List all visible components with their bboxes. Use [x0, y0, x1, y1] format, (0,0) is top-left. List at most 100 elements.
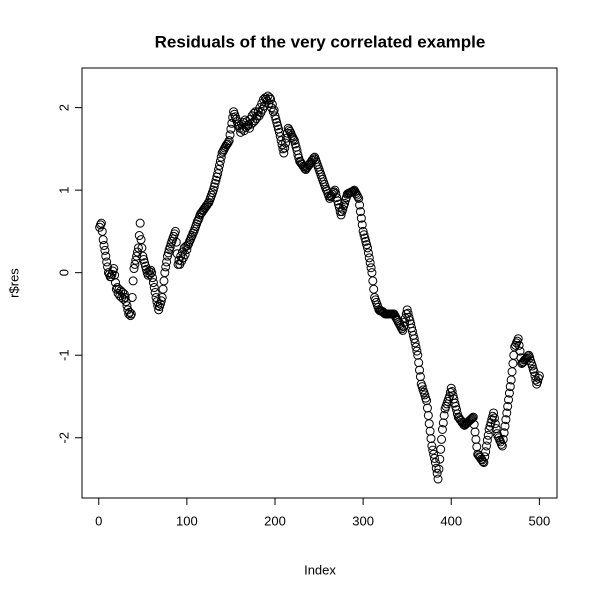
point	[353, 192, 363, 202]
point	[515, 346, 525, 356]
point	[210, 179, 220, 189]
point	[505, 382, 515, 392]
point	[483, 430, 493, 440]
point	[96, 220, 106, 230]
point	[503, 401, 513, 411]
point	[159, 276, 169, 286]
y-tick-label: -2	[56, 432, 71, 444]
point	[279, 148, 289, 158]
point	[133, 243, 143, 253]
point	[186, 232, 196, 242]
point	[354, 193, 364, 203]
point	[357, 220, 367, 230]
point	[150, 287, 160, 297]
point	[363, 248, 373, 258]
point	[329, 187, 339, 197]
point	[154, 305, 164, 315]
point	[215, 156, 225, 166]
point	[355, 200, 365, 210]
point	[130, 259, 140, 269]
point	[433, 474, 443, 484]
x-tick-label: 500	[529, 513, 551, 528]
x-tick-label: 0	[95, 513, 102, 528]
point	[523, 351, 533, 361]
point	[410, 338, 420, 348]
point	[439, 410, 449, 420]
point	[469, 420, 479, 430]
y-tick-label: 1	[56, 187, 71, 194]
point	[267, 99, 277, 109]
point	[102, 257, 112, 267]
point	[118, 287, 128, 297]
point	[263, 91, 273, 101]
point	[415, 365, 425, 375]
point	[369, 284, 379, 294]
point	[165, 242, 175, 252]
point	[427, 441, 437, 451]
point	[336, 210, 346, 220]
point	[182, 245, 192, 255]
x-tick-label: 100	[176, 513, 198, 528]
point	[176, 251, 186, 261]
point	[359, 230, 369, 240]
point	[413, 350, 423, 360]
point	[99, 240, 109, 250]
y-tick-label: 0	[56, 269, 71, 276]
point	[438, 418, 448, 428]
point	[367, 268, 377, 278]
x-tick-label: 300	[352, 513, 374, 528]
point	[127, 292, 137, 302]
point	[361, 236, 371, 246]
y-axis-label: r$res	[6, 268, 21, 298]
point	[513, 334, 523, 344]
point	[527, 361, 537, 371]
point	[266, 103, 276, 113]
point	[432, 468, 442, 478]
point	[355, 207, 365, 217]
point	[126, 309, 136, 319]
point	[362, 240, 372, 250]
point	[397, 324, 407, 334]
point	[278, 144, 288, 154]
point	[269, 105, 279, 115]
point	[496, 439, 506, 449]
point	[489, 408, 499, 418]
point	[276, 136, 286, 146]
point	[435, 454, 445, 464]
point	[422, 403, 432, 413]
point	[140, 258, 150, 268]
point	[151, 292, 161, 302]
point	[480, 452, 490, 462]
point	[281, 138, 291, 148]
point	[434, 464, 444, 474]
point	[285, 127, 295, 137]
point	[156, 296, 166, 306]
point	[358, 226, 368, 236]
point	[148, 278, 158, 288]
point	[147, 268, 157, 278]
point	[273, 121, 283, 131]
x-tick-label: 200	[264, 513, 286, 528]
point	[289, 134, 299, 144]
point	[202, 200, 212, 210]
point	[498, 434, 508, 444]
point	[214, 160, 224, 170]
point	[436, 444, 446, 454]
point	[423, 410, 433, 420]
point	[482, 435, 492, 445]
point	[224, 136, 234, 146]
point	[507, 367, 517, 377]
point	[471, 434, 481, 444]
point	[504, 395, 514, 405]
point	[533, 377, 543, 387]
point	[504, 388, 514, 398]
point	[499, 428, 509, 438]
point	[214, 165, 224, 175]
point	[485, 421, 495, 431]
point	[497, 441, 507, 451]
point	[138, 251, 148, 261]
point	[209, 182, 219, 192]
point	[162, 251, 172, 261]
point	[366, 263, 376, 273]
